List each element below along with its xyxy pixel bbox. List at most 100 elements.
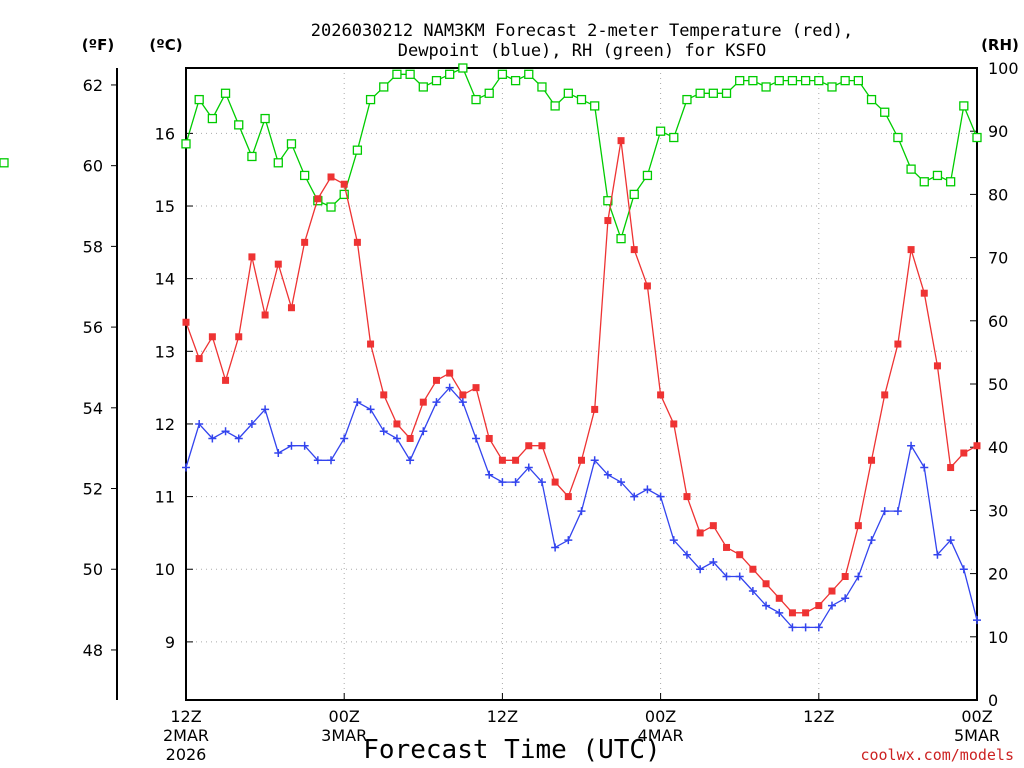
- dewpoint-point: [366, 405, 375, 414]
- temperature-point: [762, 580, 770, 588]
- temperature-point: [327, 173, 335, 181]
- celsius-unit-label: (ºC): [149, 36, 182, 54]
- dewpoint-point: [973, 616, 981, 625]
- watermark-text: coolwx.com/models: [860, 746, 1014, 764]
- temperature-point: [881, 391, 889, 399]
- rh-point: [893, 132, 903, 143]
- temperature-point: [538, 442, 546, 450]
- celsius-tick-label: 9: [165, 633, 175, 652]
- rh-point: [721, 88, 732, 98]
- rh-point: [655, 126, 666, 136]
- fahrenheit-tick-label: 58: [83, 237, 103, 256]
- dewpoint-point: [827, 601, 836, 610]
- rh-point: [827, 82, 837, 92]
- celsius-tick-label: 16: [155, 124, 175, 143]
- celsius-tick-label: 14: [155, 270, 175, 289]
- temperature-line: [185, 140, 978, 614]
- rh-point: [959, 101, 969, 111]
- rh-point: [510, 75, 521, 86]
- rh-tick-label: 30: [988, 501, 1008, 520]
- rh-point: [932, 170, 943, 181]
- dewpoint-point: [854, 572, 863, 581]
- time-date-label: 4MAR: [638, 726, 684, 745]
- temperature-point: [380, 391, 388, 399]
- rh-point: [774, 75, 784, 86]
- dewpoint-point: [735, 572, 744, 581]
- rh-point: [326, 202, 336, 212]
- plot-area-frame: [185, 67, 978, 701]
- dewpoint-point: [841, 594, 850, 603]
- dewpoint-point: [406, 456, 415, 465]
- dewpoint-point: [748, 587, 757, 596]
- grid-lines: [186, 68, 977, 700]
- temperature-point: [472, 384, 480, 392]
- dewpoint-point: [577, 507, 586, 516]
- rh-point: [220, 88, 231, 98]
- dewpoint-point: [353, 398, 362, 407]
- dewpoint-point: [485, 470, 494, 479]
- dewpoint-point: [788, 623, 797, 632]
- rh-point: [550, 101, 560, 111]
- dewpoint-point: [603, 470, 612, 479]
- chart-title-line2: Dewpoint (blue), RH (green) for KSFO: [398, 41, 766, 61]
- fahrenheit-axis: 48 50 52 54 56 58 60 62: [83, 76, 117, 660]
- temperature-point: [498, 456, 506, 464]
- dewpoint-point: [379, 427, 388, 436]
- temperature-point: [393, 420, 401, 428]
- temperature-point: [696, 529, 704, 537]
- celsius-axis: 9 10 11 12 13 14 15 16: [155, 124, 193, 652]
- temperature-point: [670, 420, 678, 428]
- temperature-point: [868, 456, 876, 464]
- time-date-label: 5MAR: [954, 726, 1000, 745]
- temperature-point: [933, 362, 941, 370]
- dewpoint-point: [551, 543, 560, 552]
- rh-point: [735, 75, 745, 86]
- temperature-point: [564, 493, 572, 501]
- rh-point: [484, 88, 494, 98]
- dewpoint-point: [617, 478, 626, 487]
- rh-point: [247, 151, 257, 162]
- dewpoint-point: [537, 478, 546, 487]
- temperature-point: [775, 594, 783, 602]
- dewpoint-point: [920, 463, 929, 472]
- series-temperature: [182, 137, 981, 617]
- temperature-point: [353, 238, 361, 246]
- dewpoint-point: [432, 398, 441, 407]
- temperature-point: [591, 405, 599, 413]
- time-tick-label: 00Z: [645, 707, 676, 726]
- temperature-point: [367, 340, 375, 348]
- temperature-point: [947, 464, 955, 472]
- temperature-point: [604, 217, 612, 225]
- time-date-label: 3MAR: [321, 726, 367, 745]
- celsius-tick-label: 13: [155, 342, 175, 361]
- temperature-point: [657, 391, 665, 399]
- temperature-point: [208, 333, 216, 341]
- time-tick-label: 12Z: [803, 707, 834, 726]
- temperature-point: [432, 376, 440, 384]
- rh-tick-label: 20: [988, 565, 1008, 584]
- rh-point: [181, 139, 191, 149]
- rh-point: [682, 94, 692, 105]
- temperature-point: [512, 456, 520, 464]
- rh-point: [339, 189, 349, 200]
- temperature-point: [222, 376, 230, 384]
- temperature-point: [459, 391, 467, 399]
- dewpoint-point: [524, 463, 533, 472]
- temperature-point: [301, 238, 309, 246]
- rh-point: [563, 88, 573, 98]
- rh-tick-label: 80: [988, 185, 1008, 204]
- dewpoint-point: [946, 536, 955, 545]
- temperature-point: [406, 434, 414, 442]
- rh-tick-label: 60: [988, 312, 1008, 331]
- rh-point: [880, 107, 890, 117]
- temperature-point: [446, 369, 454, 377]
- rh-point: [576, 94, 587, 105]
- dewpoint-point: [590, 456, 599, 465]
- rh-point: [761, 82, 771, 92]
- dewpoint-point: [221, 427, 230, 436]
- temperature-point: [960, 449, 968, 457]
- rh-point: [0, 158, 9, 168]
- fahrenheit-tick-label: 62: [83, 76, 103, 95]
- rh-point: [840, 75, 850, 86]
- temperature-point: [854, 522, 862, 530]
